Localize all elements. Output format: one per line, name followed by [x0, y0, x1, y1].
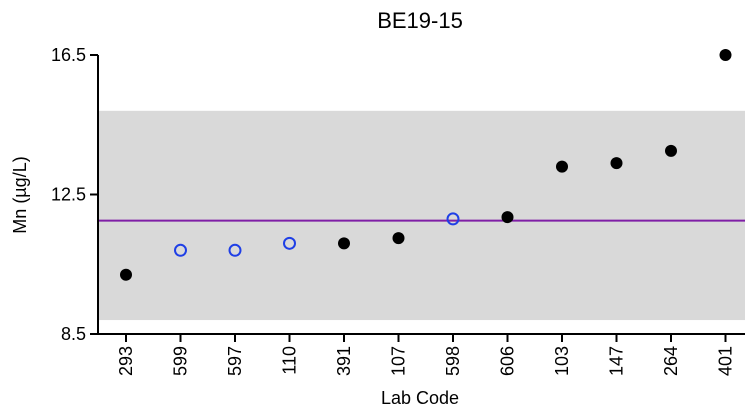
- x-tick-label: 597: [225, 346, 245, 376]
- x-tick-label: 598: [443, 346, 463, 376]
- x-tick-label: 103: [552, 346, 572, 376]
- chart-title: BE19-15: [377, 8, 463, 33]
- acceptance-band: [99, 110, 745, 321]
- x-tick-label: 599: [171, 346, 191, 376]
- data-point-open: [228, 243, 242, 257]
- x-tick-label: 110: [280, 346, 300, 375]
- data-point-filled: [338, 237, 350, 250]
- x-ticks: 293 599 597 110 391 107 598 606 103 147 264 401: [116, 334, 736, 376]
- data-point-filled: [665, 144, 677, 157]
- x-tick-label: 147: [607, 346, 627, 376]
- data-point-filled: [392, 232, 405, 245]
- x-tick-label: 401: [716, 346, 736, 376]
- y-tick-label: 12.5: [51, 185, 86, 205]
- x-tick-label: 293: [116, 346, 136, 376]
- x-tick-label: 107: [389, 346, 409, 376]
- y-tick-label: 16.5: [51, 45, 86, 65]
- data-point-filled: [610, 157, 623, 170]
- data-point-filled: [120, 268, 132, 281]
- data-point-open: [446, 212, 460, 226]
- points-layer: [120, 49, 732, 281]
- x-tick-label: 391: [334, 346, 354, 376]
- y-axis-label: Mn (µg/L): [10, 156, 30, 233]
- x-tick-label: 606: [498, 346, 518, 376]
- x-axis-label: Lab Code: [381, 388, 459, 408]
- x-tick-label: 264: [661, 346, 681, 376]
- y-tick-label: 8.5: [61, 324, 86, 344]
- y-ticks: 8.5 12.5 16.5: [51, 45, 98, 344]
- data-point-open: [283, 236, 296, 250]
- data-point-filled: [501, 211, 514, 224]
- data-point-filled: [719, 49, 732, 61]
- data-point-open: [174, 243, 187, 257]
- data-point-filled: [556, 160, 568, 173]
